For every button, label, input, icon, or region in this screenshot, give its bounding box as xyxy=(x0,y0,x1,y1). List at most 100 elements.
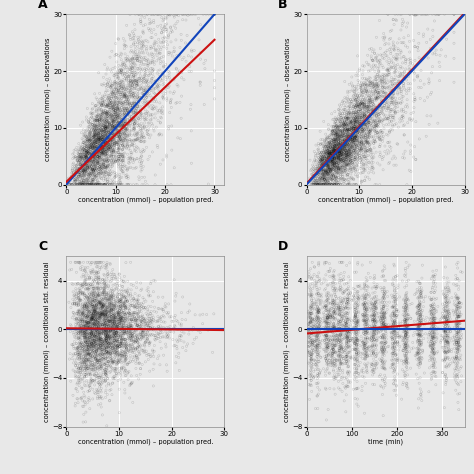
Point xyxy=(309,280,316,287)
Point xyxy=(336,164,344,171)
Point xyxy=(402,356,410,364)
Point xyxy=(91,145,99,153)
Point xyxy=(112,329,120,337)
Point xyxy=(89,121,96,128)
Point xyxy=(346,173,353,181)
Point xyxy=(108,335,116,342)
Point xyxy=(350,125,357,133)
Point xyxy=(89,151,97,159)
Point xyxy=(330,307,337,315)
Point xyxy=(84,118,92,126)
Point xyxy=(359,88,366,95)
Point xyxy=(109,343,116,351)
Point xyxy=(388,99,395,106)
Point xyxy=(345,329,353,337)
Point xyxy=(80,342,88,350)
Point xyxy=(330,137,337,145)
Point xyxy=(164,330,171,337)
Point xyxy=(360,295,368,302)
Point xyxy=(314,150,322,157)
Point xyxy=(354,102,361,110)
Point xyxy=(113,91,120,99)
Point xyxy=(369,335,377,342)
Point xyxy=(336,371,343,378)
Point xyxy=(119,129,127,137)
Point xyxy=(97,338,104,346)
Point xyxy=(371,67,379,75)
Point xyxy=(108,89,116,97)
Point xyxy=(429,369,437,376)
Point xyxy=(374,64,382,72)
Point xyxy=(305,333,312,341)
Point xyxy=(353,129,360,137)
Point xyxy=(311,277,319,284)
Point xyxy=(163,26,170,33)
Point xyxy=(441,315,448,323)
Point xyxy=(82,135,90,142)
Point xyxy=(394,308,402,315)
Point xyxy=(374,328,382,335)
Point xyxy=(330,161,337,168)
Point xyxy=(344,133,352,140)
Point xyxy=(76,288,84,295)
Point xyxy=(320,346,328,354)
Point xyxy=(150,360,158,368)
Point xyxy=(316,178,323,185)
Point xyxy=(113,344,121,351)
Point xyxy=(351,306,359,313)
Point xyxy=(318,161,326,168)
Point xyxy=(133,64,141,72)
Point xyxy=(346,103,353,110)
Point xyxy=(323,150,330,157)
Point xyxy=(116,89,124,96)
Point xyxy=(443,281,451,289)
Point xyxy=(347,118,355,125)
Point xyxy=(77,365,84,372)
Point xyxy=(108,148,115,155)
Point xyxy=(85,149,92,156)
Point xyxy=(371,117,379,124)
Point xyxy=(133,155,141,163)
Point xyxy=(86,177,94,185)
Point xyxy=(113,121,120,129)
Point xyxy=(319,177,327,184)
Point xyxy=(91,129,99,137)
Point xyxy=(69,309,77,316)
Point xyxy=(81,302,89,310)
Point xyxy=(78,162,86,170)
Point xyxy=(100,299,108,307)
Point xyxy=(122,117,129,125)
Point xyxy=(108,333,116,341)
Point xyxy=(324,145,331,153)
Point xyxy=(333,129,340,137)
Point xyxy=(167,49,175,57)
Point xyxy=(354,144,362,152)
Point xyxy=(101,302,109,310)
Point xyxy=(348,156,356,164)
Point xyxy=(98,361,105,368)
Point xyxy=(335,149,343,157)
Point xyxy=(82,314,89,321)
Point xyxy=(94,169,102,176)
Point xyxy=(128,149,136,156)
Point xyxy=(113,145,121,152)
Point xyxy=(108,366,116,374)
Point xyxy=(77,181,84,188)
Point xyxy=(342,133,350,141)
Point xyxy=(430,278,438,285)
Point xyxy=(443,295,451,302)
Point xyxy=(332,135,340,143)
Point xyxy=(401,338,408,346)
Point xyxy=(85,181,92,189)
Point xyxy=(115,94,123,102)
Point xyxy=(97,364,105,372)
Point xyxy=(358,261,366,269)
Point xyxy=(361,147,369,155)
Point xyxy=(333,159,341,166)
Point xyxy=(111,337,118,345)
Point xyxy=(87,297,95,305)
Point xyxy=(70,309,77,316)
Point xyxy=(77,160,84,168)
Point xyxy=(132,334,139,342)
Point xyxy=(117,161,124,168)
